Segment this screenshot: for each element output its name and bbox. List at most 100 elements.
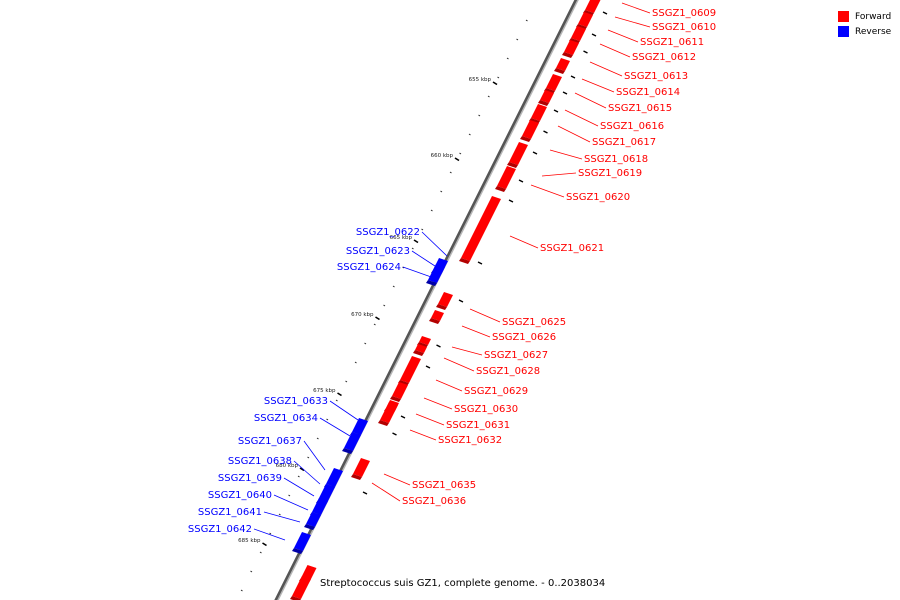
scale-dot	[278, 513, 281, 516]
reverse-swatch	[838, 26, 849, 37]
gene-edge	[429, 318, 440, 324]
minor-tick	[400, 415, 406, 419]
reverse-leader-line	[253, 528, 286, 541]
forward-gene	[351, 458, 370, 480]
reverse-leader-line	[329, 400, 359, 421]
reverse-gene-label: SSGZ1_0622	[356, 227, 420, 238]
reverse-leader-line	[319, 417, 351, 437]
scale-dot	[307, 456, 310, 459]
scale-dot	[326, 418, 329, 421]
minor-tick	[562, 91, 568, 95]
gene-edge	[436, 304, 447, 310]
forward-gene-label: SSGZ1_0609	[652, 8, 716, 19]
scale-dot	[364, 342, 367, 345]
gene-face	[431, 310, 444, 321]
forward-gene	[398, 356, 421, 386]
gene-face	[419, 336, 431, 345]
scale-dot	[288, 494, 291, 497]
reverse-leader-line	[411, 250, 439, 269]
tick-label: 660 kbp	[431, 153, 454, 159]
reverse-gene-label: SSGZ1_0634	[254, 413, 318, 424]
forward-leader-line	[451, 346, 483, 356]
gene-face	[509, 142, 528, 165]
forward-leader-line	[469, 308, 501, 323]
gene-face	[531, 104, 547, 121]
gene-face	[392, 382, 408, 399]
forward-gene	[562, 40, 579, 58]
legend-forward-label: Forward	[855, 11, 892, 22]
forward-gene-label: SSGZ1_0617	[592, 137, 656, 148]
gene-face	[312, 498, 328, 515]
minor-tick	[553, 109, 559, 113]
reverse-gene-label: SSGZ1_0642	[188, 524, 252, 535]
forward-gene-label: SSGZ1_0629	[464, 386, 528, 397]
gene-edge	[292, 548, 303, 554]
reverse-leader-line	[283, 477, 315, 497]
reverse-gene-label: SSGZ1_0640	[208, 490, 272, 501]
gene-face	[564, 40, 579, 55]
tick-label: 675 kbp	[313, 388, 336, 394]
minor-tick	[532, 151, 538, 155]
gene-face	[344, 432, 361, 451]
reverse-leader-line	[293, 460, 321, 485]
forward-gene-label: SSGZ1_0616	[600, 121, 664, 132]
scale-dot	[383, 304, 386, 307]
forward-gene-label: SSGZ1_0625	[502, 317, 566, 328]
forward-leader-line	[607, 29, 639, 43]
forward-gene-label: SSGZ1_0611	[640, 37, 704, 48]
forward-gene	[290, 576, 311, 600]
forward-gene-label: SSGZ1_0620	[566, 192, 630, 203]
forward-gene	[378, 402, 398, 426]
gene-edge	[290, 596, 301, 600]
gene-face	[461, 196, 501, 261]
forward-gene	[429, 310, 444, 324]
forward-leader-line	[443, 357, 475, 372]
forward-leader-line	[509, 235, 539, 249]
reverse-gene-label: SSGZ1_0641	[198, 507, 262, 518]
gene-edge	[495, 186, 506, 192]
scale-dot	[392, 285, 395, 288]
gene-edge	[426, 280, 437, 286]
legend-reverse-label: Reverse	[855, 26, 892, 37]
major-tick	[262, 542, 267, 547]
minor-tick	[425, 365, 431, 369]
scale-dot	[250, 570, 253, 573]
major-tick	[375, 316, 380, 321]
reverse-gene-label: SSGZ1_0639	[218, 473, 282, 484]
legend-forward: Forward	[838, 9, 891, 24]
minor-tick	[436, 344, 441, 348]
scale-dot	[421, 228, 424, 231]
reverse-leader-line	[263, 511, 301, 523]
forward-gene-label: SSGZ1_0628	[476, 366, 540, 377]
gene-face	[292, 576, 311, 599]
scale-dot	[449, 171, 452, 174]
gene-face	[415, 344, 427, 353]
forward-leader-line	[574, 92, 607, 109]
major-tick	[492, 81, 498, 86]
forward-gene-label: SSGZ1_0636	[402, 496, 466, 507]
gene-face	[546, 74, 562, 91]
forward-gene-label: SSGZ1_0619	[578, 168, 642, 179]
reverse-gene-label: SSGZ1_0623	[346, 246, 410, 257]
scale-dot	[269, 532, 272, 535]
forward-gene	[390, 382, 408, 402]
reverse-leader-line	[303, 440, 326, 471]
gene-face	[540, 90, 554, 103]
scale-dot	[345, 380, 348, 383]
forward-gene-label: SSGZ1_0618	[584, 154, 648, 165]
minor-tick	[543, 130, 548, 134]
gene-face	[326, 468, 343, 487]
forward-gene-label: SSGZ1_0612	[632, 52, 696, 63]
tick-label: 665 kbp	[390, 235, 413, 241]
scale-dot	[373, 323, 376, 326]
forward-leader-line	[549, 149, 583, 160]
gene-face	[522, 120, 539, 139]
minor-tick	[362, 491, 368, 495]
reverse-gene	[292, 532, 311, 554]
gene-edge	[342, 448, 353, 454]
scale-dot	[525, 19, 528, 22]
forward-leader-line	[589, 61, 623, 77]
forward-gene-label: SSGZ1_0631	[446, 420, 510, 431]
scale-dot	[440, 190, 443, 193]
scale-dot	[335, 399, 338, 402]
